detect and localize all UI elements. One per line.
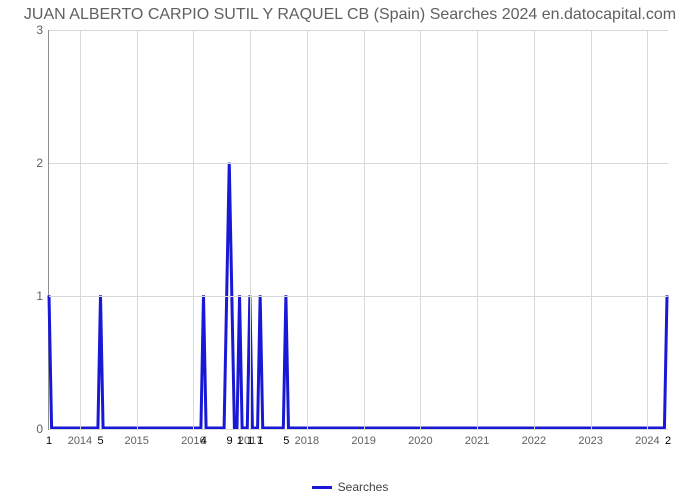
x-gridline (137, 30, 138, 429)
y-gridline (49, 296, 668, 297)
x-tick-label: 2020 (408, 435, 432, 447)
x-gridline (420, 30, 421, 429)
x-gridline (647, 30, 648, 429)
x-gridline (307, 30, 308, 429)
data-point-label: 1 (237, 435, 243, 447)
x-tick-label: 2021 (465, 435, 489, 447)
y-tick-label: 1 (21, 289, 43, 303)
x-tick-label: 2014 (68, 435, 92, 447)
data-point-label: 2 (665, 435, 671, 447)
x-tick-label: 2024 (635, 435, 659, 447)
plot-area: 0123201420152016201720182019202020212022… (48, 30, 668, 430)
x-gridline (193, 30, 194, 429)
y-tick-label: 2 (21, 156, 43, 170)
x-tick-label: 2019 (351, 435, 375, 447)
x-tick-label: 2023 (578, 435, 602, 447)
x-gridline (534, 30, 535, 429)
chart-container: JUAN ALBERTO CARPIO SUTIL Y RAQUEL CB (S… (0, 0, 700, 500)
x-gridline (477, 30, 478, 429)
chart-title: JUAN ALBERTO CARPIO SUTIL Y RAQUEL CB (S… (0, 6, 700, 24)
x-tick-label: 2018 (295, 435, 319, 447)
data-point-label: 1 (257, 435, 263, 447)
data-point-label: 4 (201, 435, 207, 447)
data-point-label: 1 (247, 435, 253, 447)
data-point-label: 5 (98, 435, 104, 447)
line-series (49, 30, 668, 429)
data-point-label: 9 (226, 435, 232, 447)
x-gridline (364, 30, 365, 429)
x-tick-label: 2015 (124, 435, 148, 447)
x-gridline (250, 30, 251, 429)
y-tick-label: 3 (21, 23, 43, 37)
x-gridline (591, 30, 592, 429)
y-gridline (49, 163, 668, 164)
y-gridline (49, 429, 668, 430)
y-tick-label: 0 (21, 422, 43, 436)
legend: Searches (0, 480, 700, 494)
y-gridline (49, 30, 668, 31)
x-gridline (80, 30, 81, 429)
legend-swatch (312, 486, 332, 489)
legend-label: Searches (338, 480, 389, 494)
x-tick-label: 2022 (522, 435, 546, 447)
data-point-label: 1 (46, 435, 52, 447)
data-point-label: 5 (283, 435, 289, 447)
